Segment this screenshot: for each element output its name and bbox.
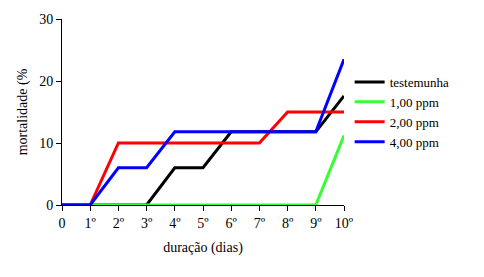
svg-text:4,00 ppm: 4,00 ppm [390,135,439,150]
svg-text:4º: 4º [169,216,181,231]
svg-text:1º: 1º [85,216,97,231]
svg-text:10º: 10º [335,216,354,231]
svg-text:6º: 6º [226,216,238,231]
svg-text:7º: 7º [254,216,266,231]
svg-text:3º: 3º [141,216,153,231]
svg-text:2,00 ppm: 2,00 ppm [390,115,439,130]
svg-text:5º: 5º [197,216,209,231]
svg-text:20: 20 [39,74,53,89]
svg-text:testemunha: testemunha [390,75,449,90]
svg-text:1,00 ppm: 1,00 ppm [390,95,439,110]
svg-text:mortalidade (%: mortalidade (% [15,68,31,155]
svg-text:2º: 2º [113,216,125,231]
svg-text:10: 10 [39,136,53,151]
svg-text:0: 0 [46,198,53,213]
svg-text:8º: 8º [282,216,294,231]
svg-text:0: 0 [59,216,66,231]
svg-text:30: 30 [39,12,53,27]
svg-text:duração (dias): duração (dias) [163,240,243,256]
svg-text:9º: 9º [310,216,322,231]
